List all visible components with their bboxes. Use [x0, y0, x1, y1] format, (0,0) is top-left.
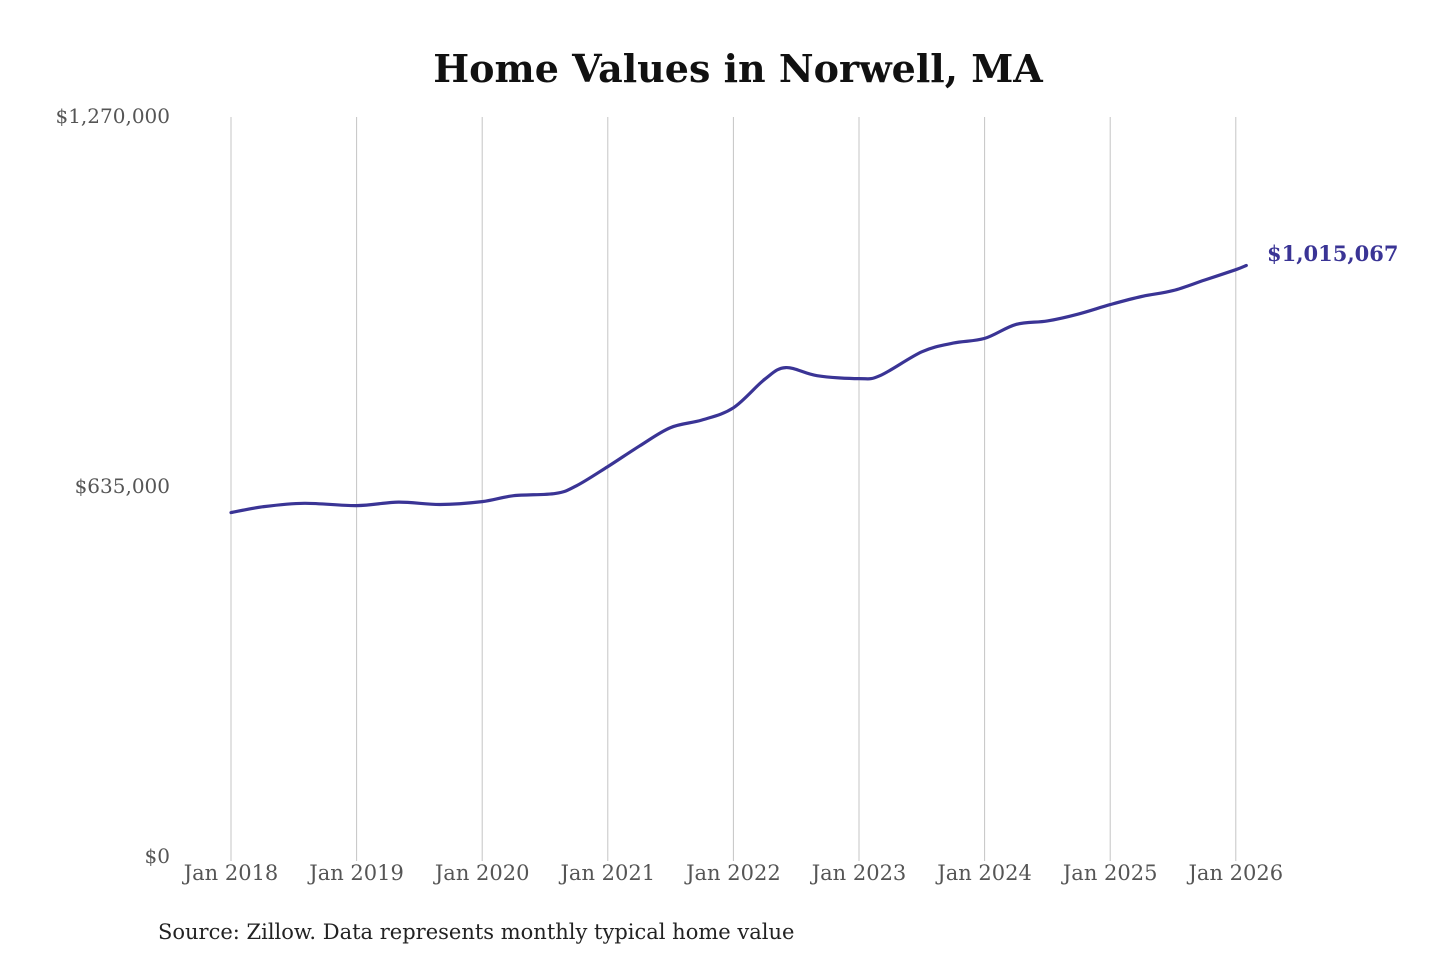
- source-note: Source: Zillow. Data represents monthly …: [158, 920, 794, 944]
- series-layer: [229, 263, 1248, 515]
- x-tick-label-6: Jan 2024: [935, 861, 1032, 885]
- gridlines: [230, 117, 1237, 861]
- chart-title: Home Values in Norwell, MA: [433, 46, 1043, 91]
- x-tick-label-8: Jan 2026: [1187, 861, 1284, 885]
- x-tick-label-4: Jan 2022: [684, 861, 781, 885]
- y-tick-label-0: $0: [145, 844, 170, 868]
- y-tick-label-2: $1,270,000: [55, 104, 170, 128]
- x-tick-label-5: Jan 2023: [810, 861, 907, 885]
- y-axis-tick-labels: $0 $635,000 $1,270,000: [55, 104, 170, 868]
- end-value-label: $1,015,067: [1267, 241, 1399, 266]
- x-axis-tick-labels: Jan 2018 Jan 2019 Jan 2020 Jan 2021 Jan 2022…: [182, 861, 1283, 885]
- y-tick-label-1: $635,000: [75, 474, 170, 498]
- x-tick-label-0: Jan 2018: [182, 861, 279, 885]
- x-tick-label-1: Jan 2019: [307, 861, 404, 885]
- x-tick-label-3: Jan 2021: [559, 861, 656, 885]
- x-tick-label-2: Jan 2020: [433, 861, 530, 885]
- series-line-0: [229, 263, 1248, 515]
- x-tick-label-7: Jan 2025: [1061, 861, 1158, 885]
